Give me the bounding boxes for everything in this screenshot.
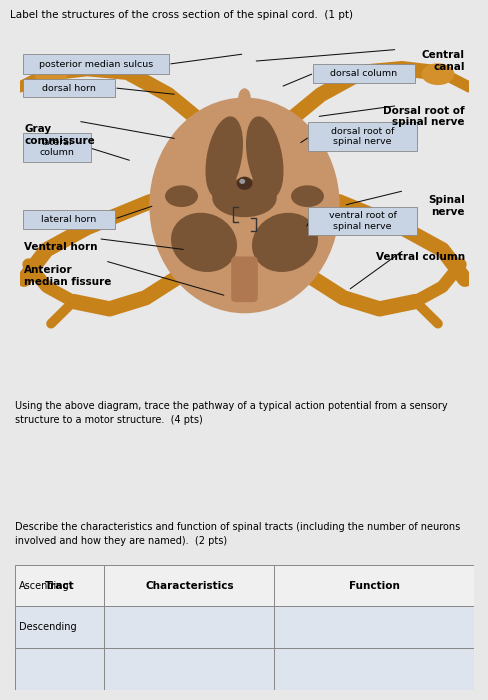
Ellipse shape [213,179,275,216]
Text: Central
canal: Central canal [421,50,464,72]
Text: Characteristics: Characteristics [145,581,233,591]
FancyBboxPatch shape [308,122,416,151]
FancyBboxPatch shape [15,565,104,606]
Text: Ventral horn: Ventral horn [24,241,98,251]
Ellipse shape [150,98,338,313]
Circle shape [237,177,251,189]
FancyBboxPatch shape [22,78,115,97]
Text: ventral root of
spinal nerve: ventral root of spinal nerve [328,211,396,230]
Text: Describe the characteristics and function of spinal tracts (including the number: Describe the characteristics and functio… [15,522,459,546]
FancyBboxPatch shape [274,648,473,690]
Text: Ventral column: Ventral column [375,252,464,262]
FancyBboxPatch shape [231,257,257,302]
FancyBboxPatch shape [104,606,274,648]
FancyBboxPatch shape [274,565,473,606]
Text: lateral horn: lateral horn [41,215,97,224]
Text: Label the structures of the cross section of the spinal cord.  (1 pt): Label the structures of the cross sectio… [10,10,352,20]
Text: Spinal
nerve: Spinal nerve [427,195,464,217]
Text: Tract: Tract [44,581,74,591]
FancyBboxPatch shape [274,606,473,648]
Ellipse shape [35,64,67,85]
Ellipse shape [421,64,453,85]
Text: Using the above diagram, trace the pathway of a typical action potential from a : Using the above diagram, trace the pathw… [15,401,447,425]
Ellipse shape [239,89,250,108]
FancyBboxPatch shape [22,54,169,74]
Text: dorsal horn: dorsal horn [42,83,96,92]
Text: dorsal column: dorsal column [329,69,396,78]
Text: lateral
column: lateral column [39,138,74,158]
Ellipse shape [165,186,197,206]
Ellipse shape [246,117,282,197]
FancyBboxPatch shape [312,64,414,83]
Text: Descending: Descending [19,622,77,632]
FancyBboxPatch shape [15,606,104,648]
Text: Anterior
median fissure: Anterior median fissure [24,265,111,287]
Ellipse shape [252,214,317,272]
FancyBboxPatch shape [308,206,416,235]
Text: Function: Function [348,581,399,591]
FancyBboxPatch shape [15,648,104,690]
Text: Dorsal root of
spinal nerve: Dorsal root of spinal nerve [383,106,464,127]
FancyBboxPatch shape [22,133,90,162]
Text: posterior median sulcus: posterior median sulcus [39,60,153,69]
Ellipse shape [206,117,242,197]
Circle shape [240,179,244,183]
Text: dorsal root of
spinal nerve: dorsal root of spinal nerve [330,127,393,146]
Ellipse shape [171,214,236,272]
FancyBboxPatch shape [104,565,274,606]
FancyBboxPatch shape [104,648,274,690]
Text: Ascending: Ascending [19,581,70,591]
FancyBboxPatch shape [22,210,115,229]
Ellipse shape [291,186,323,206]
Text: Gray
commissure: Gray commissure [24,124,95,146]
